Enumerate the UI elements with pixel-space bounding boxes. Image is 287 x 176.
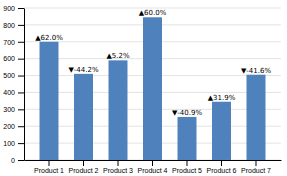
x-tick: Product 6 — [207, 160, 237, 174]
bar — [178, 117, 197, 160]
bars — [40, 17, 266, 160]
y-tick-label: 600 — [3, 55, 15, 62]
y-tick-label: 300 — [3, 106, 15, 113]
y-tick: 100 — [3, 140, 24, 147]
x-tick-label: Product 7 — [241, 167, 271, 174]
grid — [24, 8, 281, 160]
y-tick: 400 — [3, 89, 24, 96]
y-tick-label: 200 — [3, 123, 15, 130]
y-axis-line — [24, 9, 25, 161]
x-tick-mark — [255, 160, 256, 166]
y-tick: 800 — [3, 22, 24, 29]
y-tick-mark — [18, 76, 24, 77]
y-tick-label: 400 — [3, 89, 15, 96]
bar — [40, 42, 59, 160]
x-tick: Product 3 — [103, 160, 133, 174]
y-tick-mark — [18, 8, 24, 9]
y-tick-mark — [18, 126, 24, 127]
annotation: ▲62.0% — [35, 34, 63, 42]
y-tick: 700 — [3, 39, 24, 46]
x-axis: Product 1 Product 2 Product 3 Product 4 Prod… — [25, 160, 282, 174]
y-tick-mark — [18, 143, 24, 144]
bar — [74, 74, 93, 160]
x-tick-mark — [83, 160, 84, 166]
x-tick: Product 4 — [138, 160, 168, 174]
x-tick: Product 2 — [69, 160, 99, 174]
chart: 0100200300400500600700800900Product 1Pro… — [0, 0, 287, 176]
plot: 0100200300400500600700800900Product 1Pro… — [3, 5, 281, 174]
x-tick-label: Product 3 — [103, 167, 133, 174]
y-tick: 300 — [3, 106, 24, 113]
annotation: ▲60.0% — [139, 9, 167, 17]
y-tick-label: 700 — [3, 39, 15, 46]
y-tick: 0 — [11, 157, 24, 164]
y-tick: 900 — [3, 5, 24, 12]
bar — [212, 102, 231, 160]
x-tick-label: Product 5 — [172, 167, 202, 174]
y-tick-label: 500 — [3, 72, 15, 79]
annotation: ▲31.9% — [208, 94, 236, 102]
y-tick-label: 0 — [11, 157, 15, 164]
x-tick-label: Product 2 — [69, 167, 99, 174]
y-tick-mark — [18, 25, 24, 26]
bar — [247, 75, 266, 160]
bar — [109, 60, 128, 160]
x-tick-mark — [221, 160, 222, 166]
x-tick-mark — [152, 160, 153, 166]
y-tick-mark — [18, 160, 24, 161]
y-tick: 200 — [3, 123, 24, 130]
y-tick-label: 800 — [3, 22, 15, 29]
y-axis: 0 100 200 300 400 500 600 700 800 900 — [3, 5, 24, 164]
x-tick: Product 5 — [172, 160, 202, 174]
x-tick-mark — [186, 160, 187, 166]
annotation: ▼-44.2% — [68, 66, 98, 74]
x-tick-label: Product 1 — [34, 167, 64, 174]
y-tick-mark — [18, 42, 24, 43]
y-tick-label: 100 — [3, 140, 15, 147]
x-tick-label: Product 6 — [207, 167, 237, 174]
y-tick-label: 900 — [3, 5, 15, 12]
x-tick-mark — [118, 160, 119, 166]
x-tick-label: Product 4 — [138, 167, 168, 174]
x-tick: Product 7 — [241, 160, 271, 174]
x-tick-mark — [49, 160, 50, 166]
annotation: ▲5.2% — [106, 52, 130, 60]
annotation: ▼-41.6% — [241, 67, 271, 75]
y-tick-mark — [18, 109, 24, 110]
y-tick-mark — [18, 92, 24, 93]
x-tick: Product 1 — [34, 160, 64, 174]
y-tick: 500 — [3, 72, 24, 79]
bar — [143, 17, 162, 160]
y-tick: 600 — [3, 55, 24, 62]
annotation: ▼-40.9% — [172, 109, 202, 117]
annotations: ▲62.0% ▼-44.2% ▲5.2% ▲60.0% ▼-40.9% ▲31.9% ▼-4… — [35, 9, 271, 117]
y-tick-mark — [18, 59, 24, 60]
